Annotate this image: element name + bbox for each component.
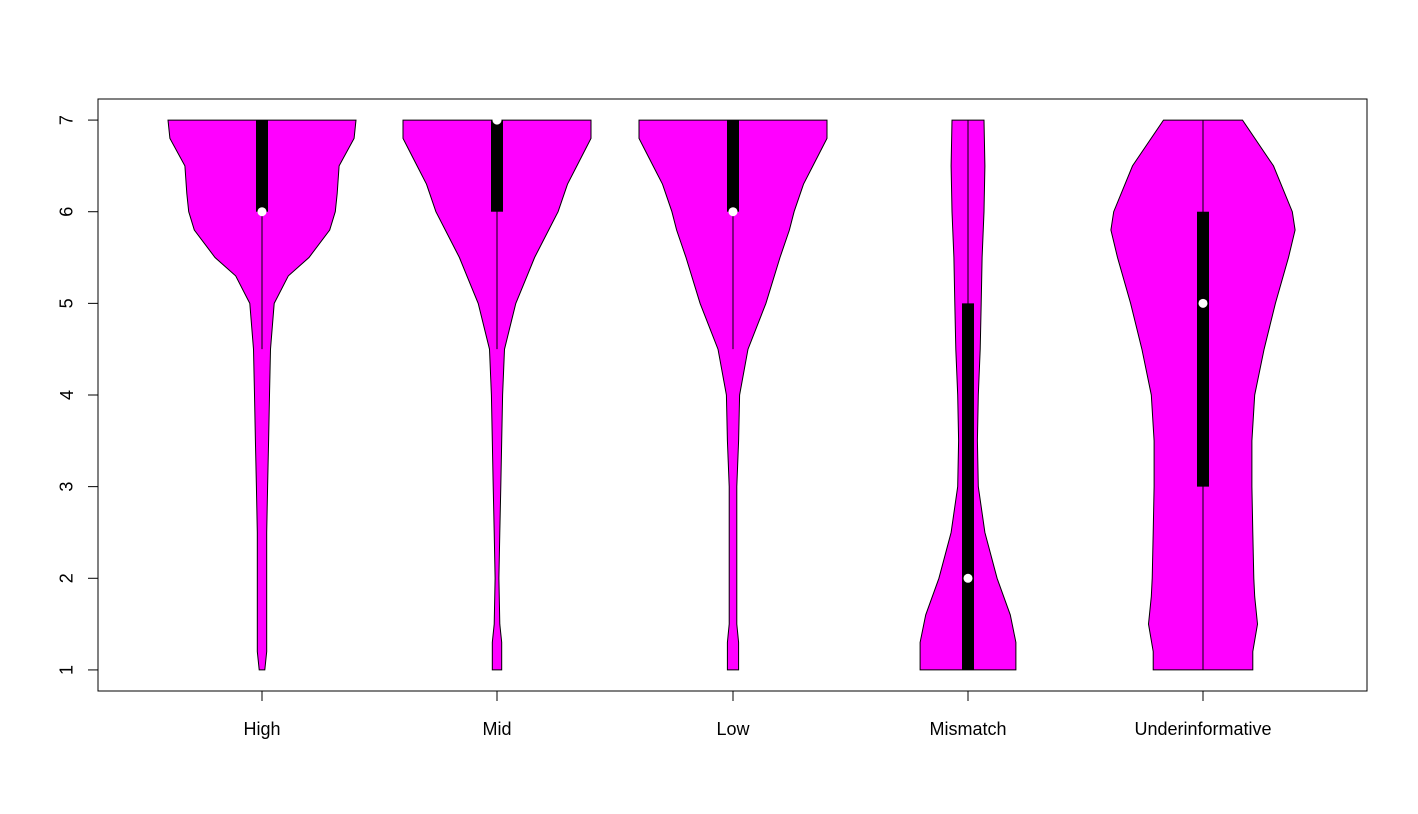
boxes-layer	[256, 115, 1209, 670]
violin-high	[167, 119, 357, 671]
x-tick-label-high: High	[243, 719, 280, 739]
y-tick-label-3: 3	[57, 482, 77, 492]
y-axis: 1 2 3 4 5 6 7	[57, 115, 99, 675]
y-tick-label-4: 4	[57, 390, 77, 400]
violin-mid	[402, 119, 592, 671]
iqr-box-mid	[491, 120, 503, 212]
y-tick-label-2: 2	[57, 573, 77, 583]
median-point-underinformative	[1198, 298, 1208, 308]
iqr-box-high	[256, 120, 268, 212]
y-tick-label-1: 1	[57, 665, 77, 675]
y-tick-label-7: 7	[57, 115, 77, 125]
violin-low	[638, 119, 828, 671]
iqr-box-underinformative	[1197, 211, 1209, 487]
x-tick-label-mid: Mid	[482, 719, 511, 739]
x-tick-label-low: Low	[716, 719, 750, 739]
x-tick-label-mismatch: Mismatch	[929, 719, 1006, 739]
median-point-high	[257, 207, 267, 217]
y-tick-label-5: 5	[57, 298, 77, 308]
x-tick-label-underinformative: Underinformative	[1134, 719, 1271, 739]
median-point-low	[728, 207, 738, 217]
median-point-mismatch	[963, 573, 973, 583]
iqr-box-low	[727, 120, 739, 212]
iqr-box-mismatch	[962, 303, 974, 670]
y-tick-label-6: 6	[57, 207, 77, 217]
median-point-mid	[492, 115, 502, 125]
x-axis: High Mid Low Mismatch Underinformative	[243, 691, 1272, 739]
